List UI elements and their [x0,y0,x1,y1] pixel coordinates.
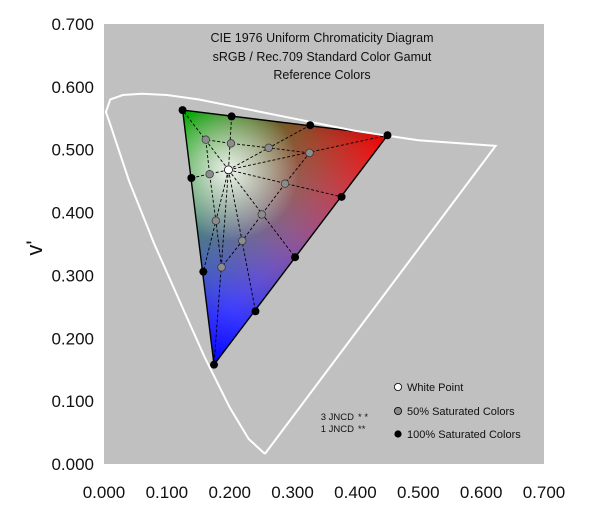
chart-subtitle-2: Reference Colors [273,68,370,82]
gamut-outline [181,109,389,367]
point-50-saturated-6 [217,263,226,272]
legend: White Point 50% Saturated Colors 100% Sa… [393,382,521,441]
plot-area [104,24,544,464]
point-100-saturated-5 [199,267,208,276]
point-100-saturated-6 [210,360,218,369]
y-tick-label-2: 0.200 [51,329,94,348]
point-50-saturated-3 [201,135,210,144]
jncd-marker-1: ** [358,424,366,435]
x-tick-label-2: 0.200 [208,483,251,502]
x-tick-label-0: 0.000 [83,483,126,502]
point-50-saturated-8 [257,210,266,219]
x-tick-label-3: 0.300 [271,483,314,502]
y-tick-label-7: 0.700 [51,15,94,34]
y-tick-label-0: 0.000 [51,455,94,474]
chart-title: CIE 1976 Uniform Chromaticity Diagram [211,31,434,45]
point-50-saturated-1 [264,143,273,152]
point-100-saturated-9 [337,192,346,201]
legend-marker-100-saturated [394,430,402,438]
point-white-point [224,165,233,175]
point-100-saturated-1 [306,121,315,130]
point-100-saturated-0 [383,131,392,140]
point-100-saturated-3 [178,106,187,115]
point-100-saturated-8 [291,253,300,262]
x-axis: 0.000 0.100 0.200 0.300 0.400 0.500 0.600 0.700 [83,483,566,502]
x-tick-label-1: 0.100 [146,483,189,502]
point-50-saturated-9 [280,179,290,188]
chart-subtitle: sRGB / Rec.709 Standard Color Gamut [213,50,432,64]
x-tick-label-7: 0.700 [523,483,566,502]
y-tick-label-4: 0.400 [51,204,94,223]
saturation-line-8 [228,169,296,258]
y-tick-label-5: 0.500 [51,141,94,160]
y-axis: 0.000 0.100 0.200 0.300 0.400 0.500 0.600 0.700 [51,15,94,474]
point-50-saturated-7 [238,236,247,246]
spectral-locus [104,92,498,455]
legend-marker-50-saturated [393,406,402,415]
saturation-line-4 [191,169,229,179]
point-100-saturated-4 [187,174,196,182]
point-50-saturated-5 [211,216,221,225]
data-points [178,106,392,369]
x-tick-label-5: 0.500 [397,483,440,502]
point-100-saturated-7 [251,307,260,316]
gamut-fill [182,110,388,365]
point-100-saturated-2 [227,112,236,121]
jncd-marker-3: * * [358,412,368,423]
y-tick-label-3: 0.300 [51,266,94,285]
y-tick-label-1: 0.100 [51,392,94,411]
jncd-label-3: 3 JNCD [321,412,354,423]
point-50-saturated-4 [205,170,214,179]
x-tick-label-4: 0.400 [334,483,377,502]
saturation-line-9 [228,169,342,198]
chart-titles: CIE 1976 Uniform Chromaticity Diagram sR… [211,31,434,82]
legend-label-white-point: White Point [407,382,463,394]
point-50-saturated-2 [226,139,236,148]
gamut-white-glow [182,110,388,365]
legend-marker-white-point [393,382,402,391]
x-tick-label-6: 0.600 [460,483,503,502]
jncd-scale: 3 JNCD * * 1 JNCD ** [321,412,369,435]
legend-label-50-saturated: 50% Saturated Colors [407,406,515,418]
legend-label-100-saturated: 100% Saturated Colors [407,429,521,441]
point-50-saturated-0 [305,148,314,158]
jncd-label-1: 1 JNCD [321,424,354,435]
y-tick-label-6: 0.600 [51,78,94,97]
y-axis-label: v' [22,240,47,255]
